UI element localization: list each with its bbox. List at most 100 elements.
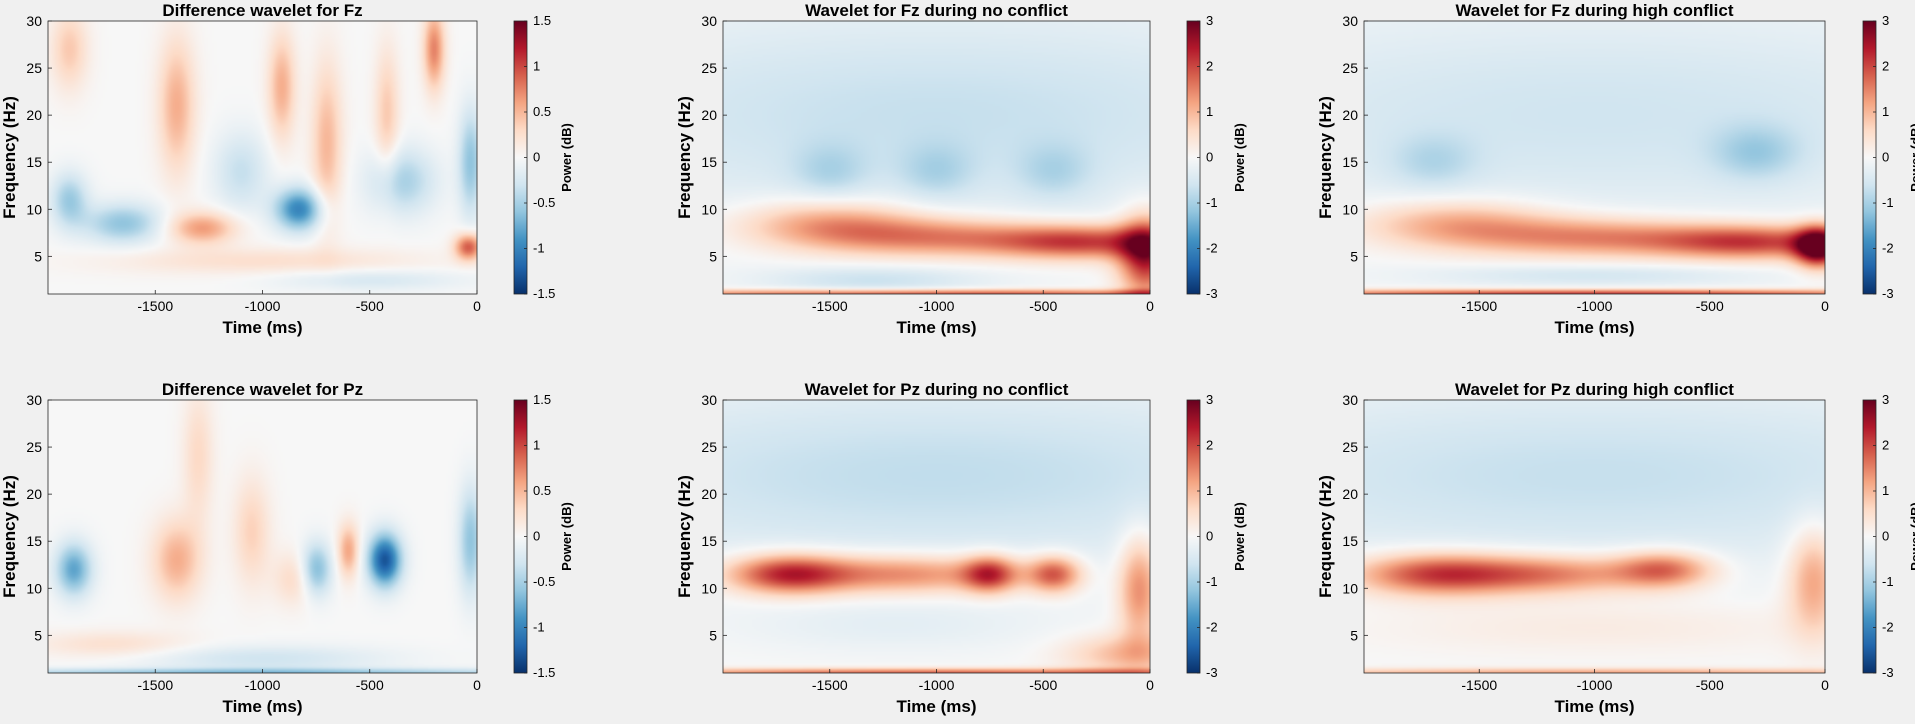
x-tick-label: -1000 (245, 298, 281, 314)
colorbar-tick-label: -3 (1882, 286, 1894, 301)
colorbar-label: Power (dB) (1232, 502, 1247, 571)
colorbar-tick-label: 0 (1206, 150, 1213, 165)
y-axis-label: Frequency (Hz) (675, 96, 694, 219)
x-axis-label: Time (ms) (1555, 318, 1635, 337)
y-tick-label: 20 (1342, 486, 1358, 502)
colorbar-label: Power (dB) (1232, 123, 1247, 192)
y-tick-label: 20 (701, 486, 717, 502)
y-tick-label: 15 (1342, 533, 1358, 549)
x-axis-label: Time (ms) (223, 697, 303, 716)
y-axis-label: Frequency (Hz) (675, 475, 694, 598)
colorbar-tick-label: 1.5 (533, 392, 551, 407)
x-axis-label: Time (ms) (1555, 697, 1635, 716)
y-tick-label: 5 (709, 627, 717, 643)
colorbar-tick-label: -1 (1206, 195, 1218, 210)
colorbar-tick-label: 3 (1882, 13, 1889, 28)
colorbar-tick-label: 1 (1882, 483, 1889, 498)
y-tick-label: 25 (26, 60, 42, 76)
colorbar-tick-label: 0 (533, 150, 540, 165)
y-tick-label: 30 (26, 392, 42, 408)
heatmap-image (723, 400, 1150, 673)
y-tick-label: 5 (34, 627, 42, 643)
heatmap-image (1364, 21, 1825, 294)
y-tick-label: 5 (709, 248, 717, 264)
y-tick-label: 25 (1342, 60, 1358, 76)
colorbar-tick-label: -0.5 (533, 574, 555, 589)
colorbar-tick-label: 0 (1882, 529, 1889, 544)
heatmap-image (48, 21, 477, 294)
y-tick-label: 5 (34, 248, 42, 264)
chart-title: Wavelet for Fz during high conflict (1456, 1, 1734, 20)
chart-title: Difference wavelet for Fz (162, 1, 362, 20)
colorbar-tick-label: 1 (1882, 104, 1889, 119)
x-tick-label: -1000 (1577, 298, 1613, 314)
y-tick-label: 5 (1350, 248, 1358, 264)
colorbar-tick-label: -0.5 (533, 195, 555, 210)
colorbar-tick-label: -3 (1206, 665, 1218, 680)
colorbar-label: Power (dB) (559, 502, 574, 571)
x-tick-label: 0 (1821, 677, 1829, 693)
x-tick-label: -1500 (812, 298, 848, 314)
y-tick-label: 10 (26, 580, 42, 596)
y-tick-label: 30 (701, 392, 717, 408)
colorbar-tick-label: 1.5 (533, 13, 551, 28)
y-tick-label: 20 (1342, 107, 1358, 123)
y-tick-label: 10 (1342, 580, 1358, 596)
colorbar-tick-label: 1 (1206, 104, 1213, 119)
y-tick-label: 10 (26, 201, 42, 217)
x-tick-label: -500 (1696, 298, 1724, 314)
y-tick-label: 10 (701, 201, 717, 217)
colorbar-tick-label: 3 (1206, 392, 1213, 407)
colorbar-label: Power (dB) (559, 123, 574, 192)
y-tick-label: 20 (701, 107, 717, 123)
heatmap-image (1364, 400, 1825, 673)
x-tick-label: 0 (1821, 298, 1829, 314)
colorbar-tick-label: 3 (1882, 392, 1889, 407)
colorbar-tick-label: 0 (533, 529, 540, 544)
x-axis-label: Time (ms) (897, 318, 977, 337)
colorbar-tick-label: -3 (1206, 286, 1218, 301)
x-axis-label: Time (ms) (223, 318, 303, 337)
colorbar-tick-label: -2 (1206, 620, 1218, 635)
x-tick-label: 0 (473, 677, 481, 693)
y-tick-label: 15 (1342, 154, 1358, 170)
x-tick-label: 0 (1146, 677, 1154, 693)
colorbar-tick-label: 2 (1206, 438, 1213, 453)
y-tick-label: 25 (701, 439, 717, 455)
y-tick-label: 25 (701, 60, 717, 76)
x-tick-label: -500 (1029, 298, 1057, 314)
colorbar-tick-label: 0.5 (533, 483, 551, 498)
y-tick-label: 30 (1342, 13, 1358, 29)
colorbar-tick-label: 0 (1882, 150, 1889, 165)
y-axis-label: Frequency (Hz) (0, 96, 19, 219)
colorbar-tick-label: -2 (1206, 241, 1218, 256)
heatmap-image (48, 400, 477, 673)
y-tick-label: 15 (701, 154, 717, 170)
colorbar-tick-label: -1 (1206, 574, 1218, 589)
colorbar-tick-label: -1.5 (533, 286, 555, 301)
y-tick-label: 15 (26, 154, 42, 170)
x-tick-label: -500 (1029, 677, 1057, 693)
y-tick-label: 5 (1350, 627, 1358, 643)
x-tick-label: -500 (356, 677, 384, 693)
y-tick-label: 20 (26, 486, 42, 502)
y-tick-label: 30 (1342, 392, 1358, 408)
heatmap-image (723, 21, 1150, 294)
x-tick-label: -500 (1696, 677, 1724, 693)
chart-title: Difference wavelet for Pz (162, 380, 363, 399)
x-tick-label: -1500 (812, 677, 848, 693)
colorbar-label: Power (dB) (1908, 123, 1915, 192)
x-tick-label: -1000 (919, 298, 955, 314)
colorbar-tick-label: -2 (1882, 620, 1894, 635)
chart-title: Wavelet for Fz during no conflict (805, 1, 1068, 20)
x-tick-label: -1500 (1461, 677, 1497, 693)
colorbar-tick-label: 1 (1206, 483, 1213, 498)
chart-title: Wavelet for Pz during high conflict (1455, 380, 1734, 399)
colorbar-tick-label: -1.5 (533, 665, 555, 680)
colorbar-tick-label: -2 (1882, 241, 1894, 256)
x-tick-label: 0 (1146, 298, 1154, 314)
y-axis-label: Frequency (Hz) (1316, 96, 1335, 219)
